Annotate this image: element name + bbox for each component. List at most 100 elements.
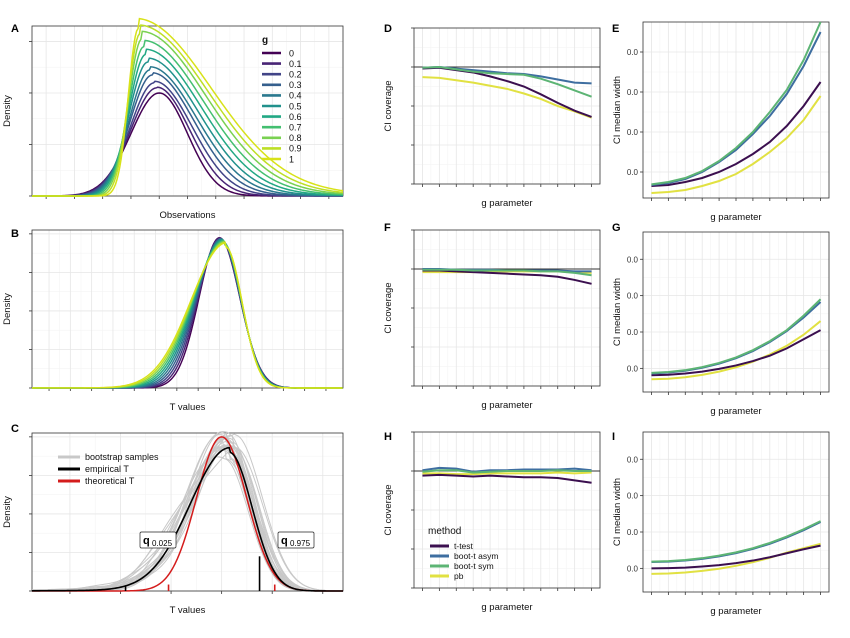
legend-g: g 00.10.20.30.40.50.60.70.80.91 [262, 35, 302, 164]
panel-E: 0.0 0.0 0.0 0.0 g parameter CI median width E [612, 21, 830, 223]
plot-frame [31, 432, 344, 592]
y-tick-label: 0.0 [627, 455, 639, 464]
panel-letter: A [11, 23, 19, 35]
plot-frame [642, 231, 830, 393]
y-tick-label: 0.0 [627, 128, 639, 137]
x-axis-label: g parameter [481, 198, 532, 209]
legend-label: 0.6 [289, 112, 302, 122]
legend-label: pb [454, 571, 464, 581]
series-line-t-test [651, 329, 822, 377]
plot-frame [413, 229, 601, 387]
y-tick-label: 0.0 [627, 564, 639, 573]
density-curves [31, 17, 344, 197]
x-axis-label: g parameter [710, 406, 761, 417]
plot-frame [413, 27, 601, 185]
y-tick-label: 0.0 [627, 492, 639, 501]
quantile-symbol: q [281, 535, 288, 547]
y-axis-label: CI coverage [383, 484, 394, 535]
legend-label: 0.8 [289, 133, 302, 143]
y-axis-label: CI median width [612, 278, 623, 346]
panel-letter: H [384, 431, 392, 443]
panel-F: g parameter CI coverage F [383, 222, 601, 411]
series-line-t-test [651, 81, 822, 187]
quantile-label-box [139, 531, 177, 549]
panel-D: g parameter CI coverage D [383, 23, 601, 209]
legend-label: bootstrap samples [85, 452, 159, 462]
series-line-pb [651, 95, 822, 194]
series-line-boot-t-sym [651, 520, 821, 563]
legend-label: theoretical T [85, 476, 135, 486]
panel-A: Observations Density Ag 00.10.20.30.40.50.6… [2, 17, 344, 221]
y-axis-label: Density [2, 496, 13, 528]
density-curves [32, 237, 343, 389]
x-axis-label: g parameter [481, 602, 532, 613]
x-axis-label: g parameter [481, 400, 532, 411]
legend-label: 0.7 [289, 123, 302, 133]
y-tick-label: 0.0 [627, 292, 639, 301]
plot-frame [642, 431, 830, 593]
legend-label: boot-t asym [454, 551, 498, 561]
legend-c: bootstrap samples empirical T theoretical … [58, 452, 159, 486]
y-tick-label: 0.0 [627, 168, 639, 177]
plot-frame [31, 229, 344, 389]
x-axis-label: Observations [160, 210, 216, 221]
y-axis-label: CI median width [612, 76, 623, 144]
legend-label: 0 [289, 48, 294, 58]
series-line-t-test [651, 544, 821, 570]
legend-label: 0.9 [289, 144, 302, 154]
legend-label: 0.2 [289, 70, 302, 80]
plot-frame [31, 25, 344, 197]
y-axis-label: CI coverage [383, 80, 394, 131]
legend-label: 0.3 [289, 80, 302, 90]
legend-label: t-test [454, 541, 474, 551]
density-curve-g-1.0 [32, 241, 343, 389]
series-line-boot-t-sym [651, 298, 822, 374]
panel-letter: C [11, 423, 19, 435]
legend-label: 0.4 [289, 91, 302, 101]
quantile-label-high: q 0.975 [277, 531, 315, 549]
y-axis-label: Density [2, 293, 13, 325]
y-axis-label: Density [2, 95, 13, 127]
x-axis-label: g parameter [710, 606, 761, 617]
bootstrap-sample-curve [31, 445, 342, 592]
y-tick-label: 0.0 [627, 328, 639, 337]
series-line-t-test [422, 269, 592, 285]
series-line-boot-t-sym [422, 469, 592, 474]
quantile-label-low: q 0.025 [139, 531, 177, 549]
series-line-boot-t-sym [422, 268, 592, 277]
legend-label: empirical T [85, 464, 129, 474]
legend-label: 0.5 [289, 101, 302, 111]
panel-letter: E [612, 23, 619, 35]
panel-I: 0.0 0.0 0.0 0.0 g parameter CI median width I [612, 431, 830, 617]
series-line-pb [422, 471, 592, 476]
x-axis-label: T values [170, 402, 206, 413]
y-tick-label: 0.0 [627, 88, 639, 97]
x-axis-label: T values [170, 605, 206, 616]
panel-letter: D [384, 23, 392, 35]
x-axis-label: g parameter [710, 212, 761, 223]
panel-letter: F [384, 222, 391, 234]
quantile-symbol: q [143, 535, 150, 547]
legend-label: 0.1 [289, 59, 302, 69]
y-axis-label: CI median width [612, 478, 623, 546]
panel-letter: B [11, 228, 19, 240]
panel-letter: I [612, 431, 615, 443]
legend-label: boot-t sym [454, 561, 494, 571]
y-tick-label: 0.0 [627, 48, 639, 57]
y-axis-label: CI coverage [383, 282, 394, 333]
quantile-subscript: 0.025 [152, 539, 173, 548]
panel-letter: G [612, 222, 621, 234]
y-tick-label: 0.0 [627, 364, 639, 373]
quantile-label-box [277, 531, 315, 549]
quantile-subscript: 0.975 [290, 539, 311, 548]
panel-H: g parameter CI coverage Hmethodt-testboot-… [383, 431, 601, 613]
legend-title: g [262, 35, 268, 46]
series-line-t-test [422, 473, 592, 484]
y-tick-label: 0.0 [627, 255, 639, 264]
panel-B: T values Density B [2, 228, 344, 413]
density-curve-g-1 [32, 17, 344, 197]
empirical-t-curve [31, 446, 343, 592]
